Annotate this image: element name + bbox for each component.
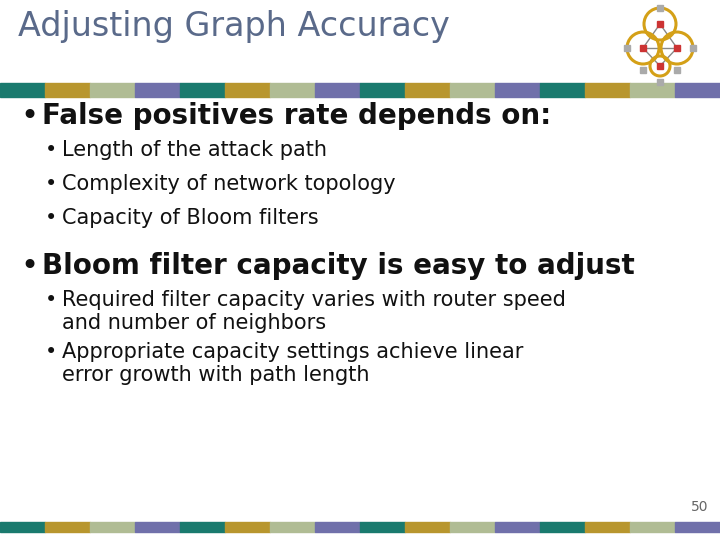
Bar	[540, 522, 585, 532]
Bar	[690, 45, 696, 51]
Text: Required filter capacity varies with router speed
and number of neighbors: Required filter capacity varies with rou…	[62, 290, 566, 333]
Bar	[495, 83, 540, 97]
Bar	[135, 522, 180, 532]
Text: 50: 50	[690, 500, 708, 514]
Bar	[225, 83, 270, 97]
Bar	[45, 83, 90, 97]
Text: •: •	[45, 140, 58, 160]
Bar	[585, 83, 630, 97]
Text: Length of the attack path: Length of the attack path	[62, 140, 327, 160]
Text: Capacity of Bloom filters: Capacity of Bloom filters	[62, 208, 319, 228]
Text: •: •	[20, 102, 38, 131]
Bar	[657, 63, 663, 69]
Bar	[540, 83, 585, 97]
Bar	[450, 83, 495, 97]
Bar	[270, 522, 315, 532]
Bar	[674, 45, 680, 51]
Bar	[90, 83, 135, 97]
Bar	[657, 5, 663, 11]
Bar	[90, 522, 135, 532]
Text: Complexity of network topology: Complexity of network topology	[62, 174, 395, 194]
Text: •: •	[45, 208, 58, 228]
Bar	[135, 83, 180, 97]
Bar	[657, 79, 663, 85]
Bar	[315, 522, 360, 532]
Text: Bloom filter capacity is easy to adjust: Bloom filter capacity is easy to adjust	[42, 252, 635, 280]
Bar	[675, 522, 720, 532]
Text: •: •	[45, 342, 58, 362]
Bar	[450, 522, 495, 532]
Bar	[405, 83, 450, 97]
Bar	[405, 522, 450, 532]
Bar	[657, 21, 663, 27]
Text: False positives rate depends on:: False positives rate depends on:	[42, 102, 552, 130]
Bar	[315, 83, 360, 97]
Bar	[630, 83, 675, 97]
Bar	[360, 522, 405, 532]
Bar	[640, 67, 646, 73]
Bar	[674, 67, 680, 73]
Bar	[675, 83, 720, 97]
Bar	[45, 522, 90, 532]
Bar	[0, 522, 45, 532]
Bar	[180, 83, 225, 97]
Bar	[360, 83, 405, 97]
Bar	[630, 522, 675, 532]
Bar	[624, 45, 630, 51]
Bar	[270, 83, 315, 97]
Text: Appropriate capacity settings achieve linear
error growth with path length: Appropriate capacity settings achieve li…	[62, 342, 523, 385]
Bar	[0, 83, 45, 97]
Bar	[495, 522, 540, 532]
Text: •: •	[20, 252, 38, 281]
Bar	[640, 45, 646, 51]
Bar	[585, 522, 630, 532]
Text: •: •	[45, 290, 58, 310]
Text: •: •	[45, 174, 58, 194]
Bar	[225, 522, 270, 532]
Text: Adjusting Graph Accuracy: Adjusting Graph Accuracy	[18, 10, 450, 43]
Bar	[180, 522, 225, 532]
